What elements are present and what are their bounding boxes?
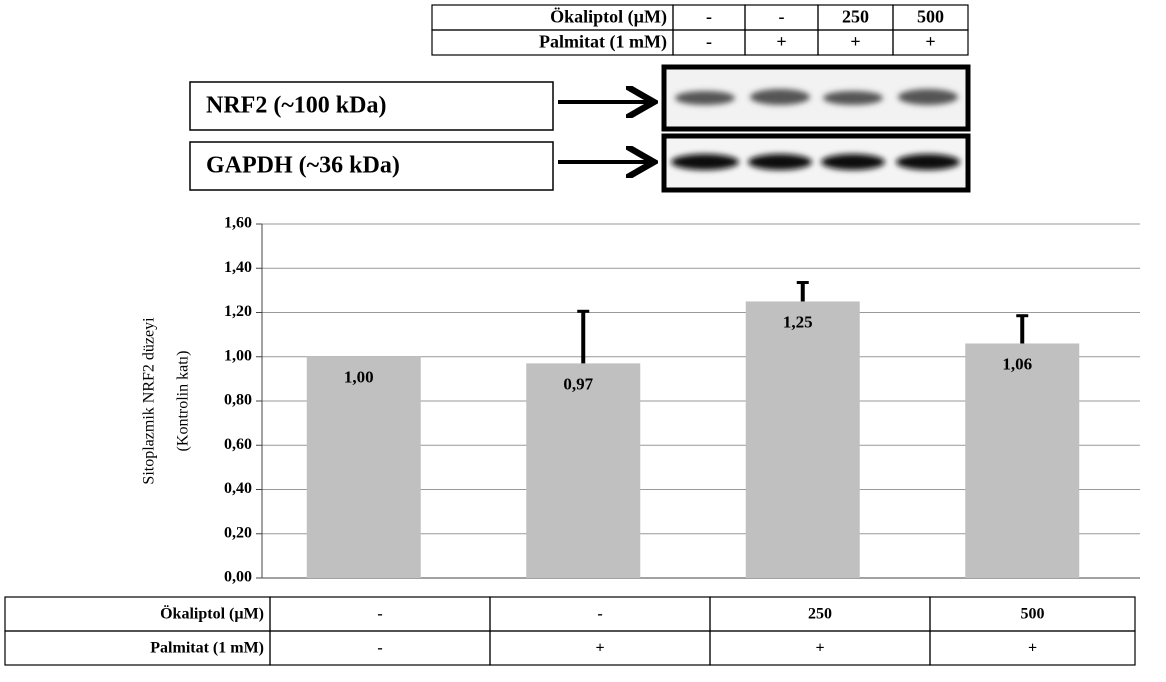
y-tick-label: 1,40 [224,259,252,276]
table-text: - [377,640,382,657]
bar [965,343,1079,578]
blot-label: NRF2 (~100 kDa) [206,93,386,119]
value-label: 0,97 [563,374,593,393]
figure: NRF2 (~100 kDa) GAPDH (~36 kDa) Ökalipto… [0,0,1166,682]
bar [307,357,421,578]
table-text: + [595,640,604,657]
table-text: 250 [842,7,869,27]
y-tick-label: 0,80 [224,392,252,409]
bottom-table: Ökaliptol (µM) - - 250 500 Palmitat (1 mM) - + +… [5,597,1135,665]
value-label: 1,00 [344,368,374,387]
top-table: Ökaliptol (µM) - - 250 500 Palmitat (1 mM) - + +… [432,5,968,55]
table-text: + [850,32,860,52]
y-tick-label: 0,40 [224,480,252,497]
table-text: - [706,7,712,27]
bar [746,301,860,578]
table-text: 500 [917,7,944,27]
table-text: + [776,32,786,52]
blot-image [664,136,968,190]
table-text: Palmitat (1 mM) [539,32,667,53]
y-tick-label: 0,00 [224,569,252,586]
blot-image [664,67,968,129]
table-text: Palmitat (1 mM) [150,640,264,657]
y-axis-label: Sitoplazmik NRF2 düzeyi [141,317,158,485]
y-axis-label: (Kontrolin katı) [175,351,192,452]
table-text: Ökaliptol (µM) [160,605,264,623]
table-text: - [597,606,602,623]
blot-label: GAPDH (~36 kDa) [206,153,400,179]
y-tick-label: 0,60 [224,436,252,453]
table-text: - [706,32,712,52]
table-text: 250 [808,606,832,623]
table-text: + [925,32,935,52]
y-tick-label: 1,00 [224,347,252,364]
table-text: - [377,606,382,623]
bar [526,363,640,578]
value-label: 1,25 [783,312,813,331]
table-text: - [779,7,785,27]
table-text: + [815,640,824,657]
value-label: 1,06 [1002,354,1032,373]
table-text: Ökaliptol (µM) [550,7,667,28]
y-tick-label: 1,60 [224,215,252,232]
y-tick-label: 1,20 [224,303,252,320]
y-tick-label: 0,20 [224,524,252,541]
table-text: 500 [1021,606,1045,623]
table-text: + [1028,640,1037,657]
chart: 0,00 0,20 0,40 0,60 0,80 1,00 1,20 1,40 1,60 Sito… [141,215,1140,586]
